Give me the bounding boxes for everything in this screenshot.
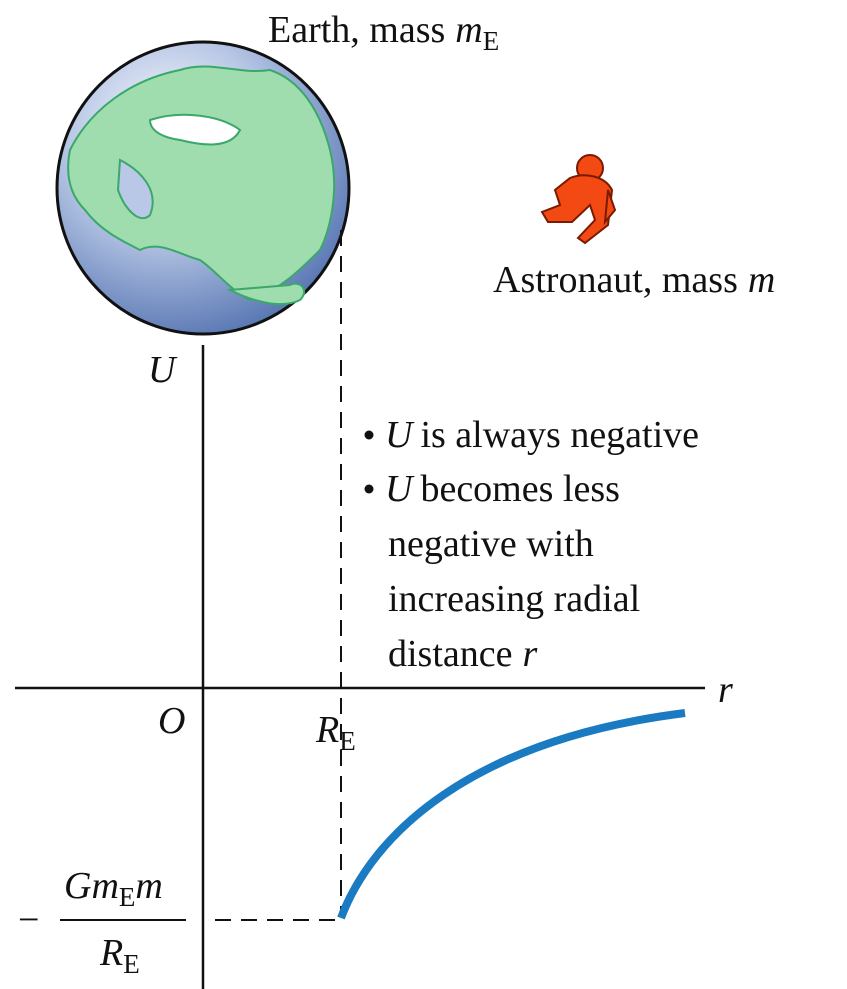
y-axis-label: U	[148, 349, 178, 391]
astronaut-label: Astronaut, mass m	[493, 259, 775, 301]
minimum-numerator: GmEm	[64, 865, 163, 912]
x-axis-label: r	[718, 669, 733, 711]
bullet	[364, 484, 374, 494]
minimum-denominator: RE	[99, 932, 140, 979]
astronaut	[540, 154, 617, 245]
radius-label: RE	[315, 709, 356, 756]
earth	[55, 40, 351, 336]
earth-label: Earth, mass mE	[268, 9, 499, 56]
bullet	[364, 430, 374, 440]
note-line: increasing radial	[388, 578, 640, 620]
note-line: distance r	[388, 633, 538, 675]
minimum-sign: −	[18, 899, 39, 941]
potential-curve	[337, 709, 686, 920]
note-line: negative with	[388, 523, 594, 565]
origin-label: O	[158, 700, 185, 742]
